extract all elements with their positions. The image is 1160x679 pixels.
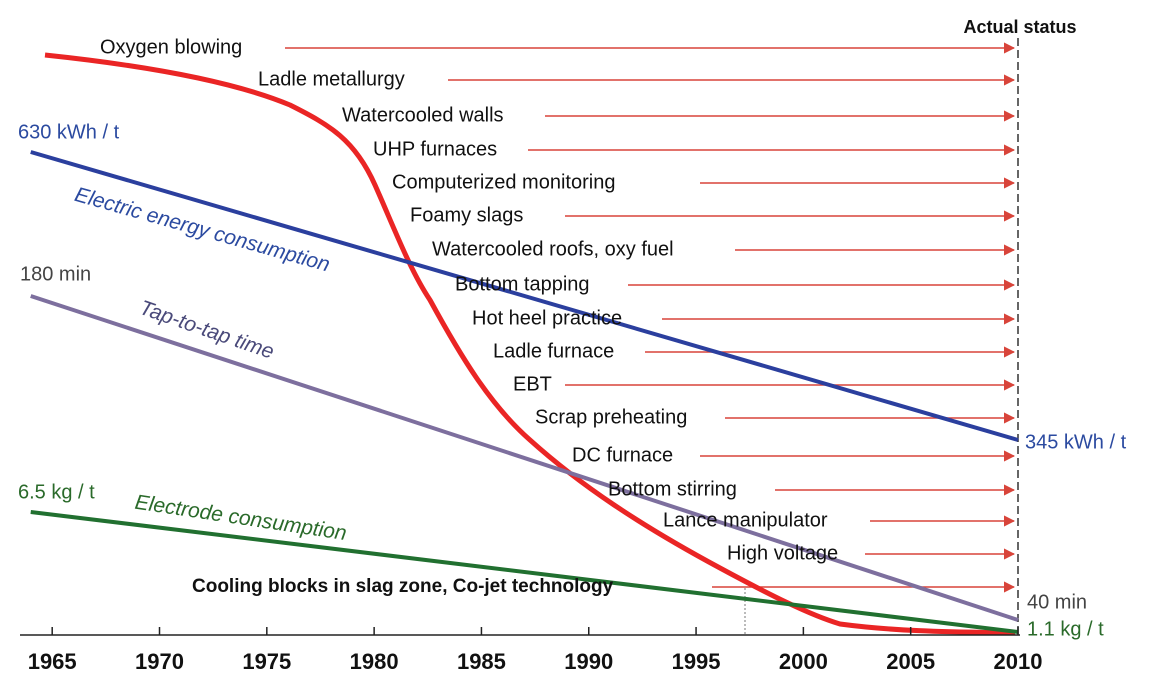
annotation: Bottom stirring: [608, 478, 737, 500]
annotation: Ladle furnace: [493, 340, 614, 362]
x-tick-label: 1985: [457, 649, 506, 674]
value-label: 345 kWh / t: [1025, 431, 1127, 453]
value-label: 40 min: [1027, 591, 1087, 613]
annotation: Foamy slags: [410, 204, 523, 226]
annotation: DC furnace: [572, 444, 673, 466]
series-line: [30, 294, 1019, 622]
annotation: Scrap preheating: [535, 406, 687, 428]
annotation: Computerized monitoring: [392, 171, 615, 193]
series-line: [30, 510, 1019, 634]
x-tick-label: 1995: [672, 649, 721, 674]
annotation: High voltage: [727, 542, 838, 564]
annotation: UHP furnaces: [373, 138, 497, 160]
x-tick-label: 1990: [564, 649, 613, 674]
annotation: Ladle metallurgy: [258, 68, 405, 90]
x-tick-label: 1980: [350, 649, 399, 674]
annotation: Hot heel practice: [472, 307, 622, 329]
x-tick-label: 1975: [242, 649, 291, 674]
annotation: Lance manipulator: [663, 509, 828, 531]
status-label: Actual status: [963, 17, 1076, 37]
x-tick-label: 2010: [994, 649, 1043, 674]
annotation: Oxygen blowing: [100, 36, 242, 58]
value-label: 6.5 kg / t: [18, 481, 95, 503]
annotation: Bottom tapping: [455, 273, 590, 295]
annotation: Watercooled roofs, oxy fuel: [432, 238, 674, 260]
x-tick-label: 2000: [779, 649, 828, 674]
development-curve: [44, 52, 1016, 636]
x-tick-label: 2005: [886, 649, 935, 674]
value-label: 180 min: [20, 263, 91, 285]
annotation: Cooling blocks in slag zone, Co-jet tech…: [192, 576, 614, 597]
value-label: 1.1 kg / t: [1027, 618, 1104, 640]
x-tick-label: 1970: [135, 649, 184, 674]
annotation: EBT: [513, 373, 552, 395]
series-line: [30, 150, 1019, 442]
x-tick-label: 1965: [28, 649, 77, 674]
arrows: [285, 42, 1016, 593]
value-label: 630 kWh / t: [18, 121, 120, 143]
annotation: Watercooled walls: [342, 104, 504, 126]
series-group: [30, 150, 1019, 634]
